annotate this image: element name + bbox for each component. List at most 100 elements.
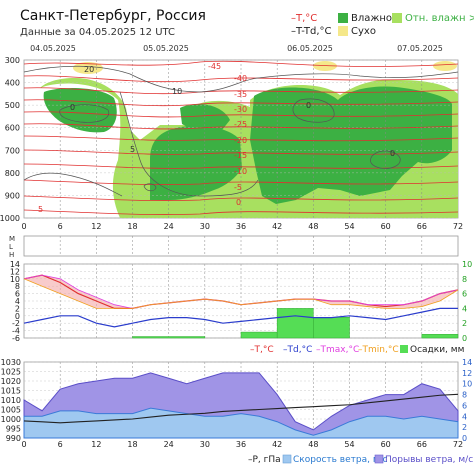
- x-tick-label: 54: [344, 440, 354, 449]
- y-tick-label: 995: [6, 425, 21, 434]
- legend-sukho-label: Сухо: [351, 26, 376, 37]
- y2-tick-label: 8: [462, 275, 467, 284]
- isotherm-label: -45: [208, 62, 221, 71]
- dry-region: [433, 61, 457, 71]
- cross-section-y-axis: 300 400 500 600 700 800 900 1000: [0, 56, 20, 223]
- isotherm-label: -20: [234, 136, 247, 145]
- legend-otn-swatch: [392, 13, 402, 23]
- wind-speed-area: [23, 407, 459, 439]
- x-tick-label: 6: [58, 222, 63, 231]
- dewpoint-line: [23, 307, 458, 328]
- cross-section-panel: -45 -40 -35 -30 -25 -20 -15 -10 -5 0 5 2…: [0, 56, 459, 223]
- legend-precip: Осадки, мм: [410, 345, 464, 355]
- x-tick-label: 48: [308, 440, 318, 449]
- cloud-layers-strip: M L H: [9, 235, 459, 259]
- x-tick-label: 42: [272, 222, 282, 231]
- y-tick-label: 8: [15, 282, 20, 291]
- y-tick-label: 2: [15, 304, 20, 313]
- legend-t-label: –T,°C: [291, 13, 317, 24]
- y2-tick-label: 0: [462, 434, 467, 443]
- y-tick-label: -4: [12, 327, 20, 336]
- x-tick-label: 24: [164, 440, 174, 449]
- y2-tick-label: 10: [462, 260, 472, 269]
- x-tick-label: 60: [381, 440, 391, 449]
- wind-areas: [23, 372, 459, 439]
- dewpoint-deficit-lines: [23, 65, 459, 197]
- x-tick-label: 0: [21, 222, 26, 231]
- y-tick-label: 14: [10, 260, 20, 269]
- deficit-label: 10: [172, 87, 182, 96]
- legend-wind-swatch: [282, 454, 292, 464]
- date-labels: 04.05.2025 05.05.2025 06.05.2025 07.05.2…: [30, 44, 443, 53]
- legend-gust-swatch: [374, 454, 384, 464]
- legend-pressure: –P, гПа: [248, 455, 281, 465]
- hour-axis-top: 0 6 12 18 24 30 36 42 48 54 60 66 72: [21, 222, 463, 231]
- x-tick-label: 42: [272, 440, 282, 449]
- top-legend: –T,°C –T-Td,°C Влажно Отн. влажн >70% Су…: [291, 13, 474, 37]
- x-tick-label: 6: [58, 440, 63, 449]
- legend-temp-tmax: –Tmax,°C: [316, 345, 359, 355]
- temperature-lines: [23, 274, 459, 328]
- y-tick-label: 500: [5, 101, 20, 110]
- y-tick-label: 800: [5, 169, 20, 178]
- y-tick-label: 700: [5, 146, 20, 155]
- legend-vlazhno-label: Влажно: [351, 13, 392, 24]
- date-label: 07.05.2025: [397, 44, 443, 53]
- cloud-layer-label: M: [9, 235, 15, 243]
- y-tick-label: 1025: [1, 368, 21, 377]
- wind-legend: –P, гПа Скорость ветра, м/с Порывы ветра…: [248, 454, 473, 465]
- x-tick-label: 12: [91, 440, 101, 449]
- pressure-series: [23, 393, 459, 424]
- y-tick-label: 1020: [1, 377, 21, 386]
- deficit-label: 0: [70, 103, 75, 112]
- precip-y-axis: 0 2 4 6 8 10: [462, 260, 472, 343]
- y2-tick-label: 0: [462, 334, 467, 343]
- isotherm-label: -15: [234, 151, 247, 160]
- x-tick-label: 66: [417, 440, 427, 449]
- x-tick-label: 30: [200, 440, 210, 449]
- y2-tick-label: 2: [462, 423, 467, 432]
- y-tick-label: 1000: [1, 415, 21, 424]
- date-label: 04.05.2025: [30, 44, 76, 53]
- y-tick-label: 0: [15, 312, 20, 321]
- isotherm-label: -40: [234, 74, 247, 83]
- cloud-layer-label: H: [9, 251, 14, 259]
- y2-tick-label: 10: [462, 380, 472, 389]
- y-tick-label: 4: [15, 297, 20, 306]
- date-label: 05.05.2025: [143, 44, 189, 53]
- x-tick-label: 18: [127, 222, 137, 231]
- cloud-layer-label: L: [9, 243, 13, 251]
- y-tick-label: -6: [12, 334, 20, 343]
- wind-y-axis: 0 2 4 68 10 12 14: [462, 358, 472, 443]
- y2-tick-label: 6: [462, 290, 467, 299]
- precip-bar: [421, 334, 459, 339]
- y2-tick-label: 2: [462, 319, 467, 328]
- date-label: 06.05.2025: [287, 44, 333, 53]
- y-tick-label: 12: [10, 267, 20, 276]
- tmin-line: [23, 278, 459, 309]
- y-tick-label: 1010: [1, 396, 21, 405]
- isotherm-label: -35: [234, 90, 247, 99]
- pressure-line: [23, 393, 459, 424]
- page-subtitle: Данные за 04.05.2025 12 UTC: [20, 27, 176, 38]
- isotherm-label: -30: [234, 105, 247, 114]
- x-tick-label: 36: [236, 440, 246, 449]
- isotherm-label: 5: [38, 205, 43, 214]
- legend-temp-t: –T,°C: [250, 345, 274, 355]
- deficit-label: 0: [390, 149, 395, 158]
- y-tick-label: 600: [5, 124, 20, 133]
- deficit-label: 5: [130, 145, 135, 154]
- deficit-label: 0: [306, 101, 311, 110]
- dry-region: [313, 61, 337, 71]
- legend-sukho-swatch: [338, 26, 348, 36]
- y-tick-label: 300: [5, 56, 20, 65]
- y-tick-label: -2: [12, 319, 20, 328]
- legend-temp-td: –Td,°C: [283, 345, 312, 355]
- x-tick-label: 66: [417, 222, 427, 231]
- x-tick-label: 36: [236, 222, 246, 231]
- x-tick-label: 48: [308, 222, 318, 231]
- y2-tick-label: 8: [462, 391, 467, 400]
- temperature-grid: [24, 263, 458, 339]
